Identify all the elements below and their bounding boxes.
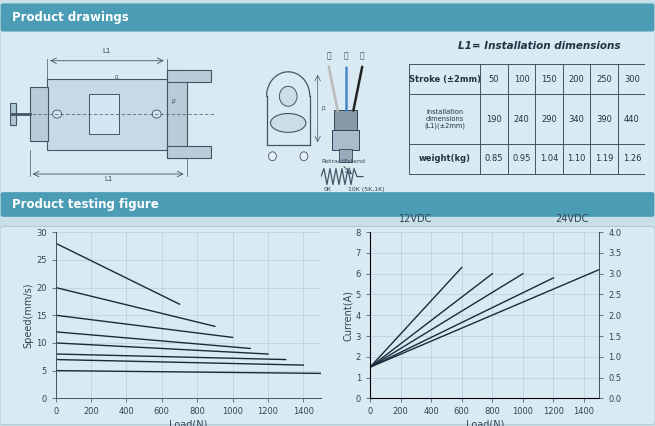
- Bar: [339, 149, 352, 162]
- Bar: [166, 69, 212, 82]
- Circle shape: [52, 110, 62, 118]
- Bar: [10, 103, 16, 125]
- FancyBboxPatch shape: [1, 3, 654, 32]
- Text: 1.04: 1.04: [540, 154, 558, 164]
- Text: 150: 150: [541, 75, 557, 83]
- FancyBboxPatch shape: [0, 227, 655, 425]
- Bar: [333, 110, 357, 130]
- Bar: [90, 94, 119, 134]
- Text: L1= Installation dimensions: L1= Installation dimensions: [458, 41, 620, 51]
- Text: weight(kg): weight(kg): [419, 154, 471, 164]
- Bar: [166, 69, 187, 158]
- Bar: [166, 146, 212, 158]
- X-axis label: Load(N): Load(N): [466, 419, 504, 426]
- Text: 50: 50: [489, 75, 499, 83]
- X-axis label: Load(N): Load(N): [169, 419, 208, 426]
- Text: J1: J1: [115, 75, 119, 80]
- Circle shape: [280, 86, 297, 106]
- Text: 190: 190: [486, 115, 502, 124]
- Bar: [29, 87, 48, 141]
- Text: 10K (5K,1K): 10K (5K,1K): [348, 187, 384, 192]
- Y-axis label: Speed(mm/s): Speed(mm/s): [23, 282, 33, 348]
- Text: L1: L1: [104, 176, 112, 182]
- Y-axis label: Current(A): Current(A): [343, 290, 353, 341]
- Text: 440: 440: [624, 115, 640, 124]
- Text: 12VDC: 12VDC: [400, 214, 432, 224]
- Text: 240: 240: [514, 115, 529, 124]
- Text: J1: J1: [322, 106, 327, 111]
- Text: 0K: 0K: [324, 187, 332, 192]
- Text: Installation
dimensions
(L1)(±2mm): Installation dimensions (L1)(±2mm): [424, 109, 465, 129]
- Text: Retract: Retract: [322, 159, 345, 164]
- FancyBboxPatch shape: [0, 15, 655, 196]
- Text: 340: 340: [569, 115, 585, 124]
- Circle shape: [300, 152, 308, 161]
- Text: 1.26: 1.26: [623, 154, 641, 164]
- Text: L1: L1: [103, 48, 111, 54]
- Text: J2: J2: [172, 99, 177, 104]
- Text: 24VDC: 24VDC: [555, 214, 588, 224]
- Text: 390: 390: [596, 115, 612, 124]
- Text: 1.19: 1.19: [595, 154, 614, 164]
- Text: 1.10: 1.10: [567, 154, 586, 164]
- Circle shape: [269, 152, 276, 161]
- Text: 白: 白: [326, 52, 331, 61]
- Circle shape: [152, 110, 161, 118]
- Text: Product testing figure: Product testing figure: [12, 198, 159, 211]
- Text: 300: 300: [624, 75, 640, 83]
- Text: 0.95: 0.95: [512, 154, 531, 164]
- Bar: [47, 78, 166, 150]
- Text: 0.85: 0.85: [485, 154, 503, 164]
- Text: Extend: Extend: [343, 159, 365, 164]
- FancyBboxPatch shape: [1, 192, 654, 217]
- Text: 200: 200: [569, 75, 584, 83]
- Bar: [331, 130, 359, 150]
- Text: Stroke (±2mm): Stroke (±2mm): [409, 75, 481, 83]
- Text: Product drawings: Product drawings: [12, 11, 128, 24]
- Text: 100: 100: [514, 75, 529, 83]
- Ellipse shape: [271, 113, 306, 132]
- Text: 250: 250: [597, 75, 612, 83]
- Text: 黑: 黑: [360, 52, 365, 61]
- Text: 蓝: 蓝: [343, 52, 348, 61]
- Text: 290: 290: [541, 115, 557, 124]
